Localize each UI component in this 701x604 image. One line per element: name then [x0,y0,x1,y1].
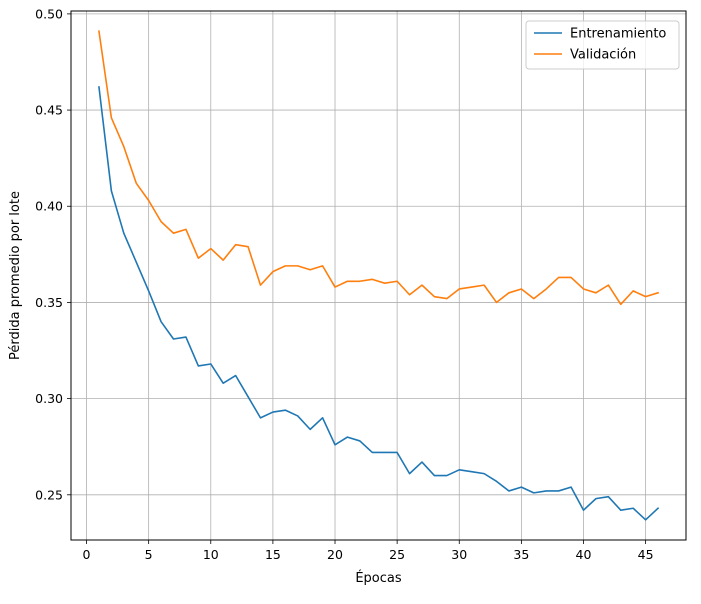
x-tick-label: 25 [389,547,405,562]
x-axis-label: Épocas [355,570,402,586]
x-tick-label: 35 [513,547,529,562]
x-tick-label: 45 [638,547,654,562]
grid [71,11,686,540]
legend-box [525,20,680,70]
legend-label: Validación [570,48,636,63]
y-tick-label: 0.25 [35,487,63,502]
series-line-entrenamiento [98,86,660,521]
y-axis-ticks: 0.25 0.30 0.35 0.40 0.45 0.50 [35,6,71,502]
x-tick-label: 30 [451,547,467,562]
x-tick-label: 20 [327,547,343,562]
x-tick-label: 10 [203,547,219,562]
legend: Entrenamiento Validación [525,20,680,70]
series-lines [98,30,660,521]
y-tick-label: 0.30 [35,391,63,406]
x-tick-label: 5 [145,547,153,562]
y-tick-label: 0.45 [35,103,63,118]
x-axis-ticks: 0 5 10 15 20 25 30 35 40 45 [83,540,654,562]
legend-label: Entrenamiento [570,27,666,42]
y-tick-label: 0.50 [35,6,63,21]
x-tick-label: 15 [265,547,281,562]
x-tick-label: 0 [83,547,91,562]
y-axis-label: Pérdida promedio por lote [8,191,23,360]
plot-frame [70,10,687,541]
y-tick-label: 0.40 [35,199,63,214]
x-tick-label: 40 [576,547,592,562]
y-tick-label: 0.35 [35,295,63,310]
series-line-validacion [98,30,660,306]
